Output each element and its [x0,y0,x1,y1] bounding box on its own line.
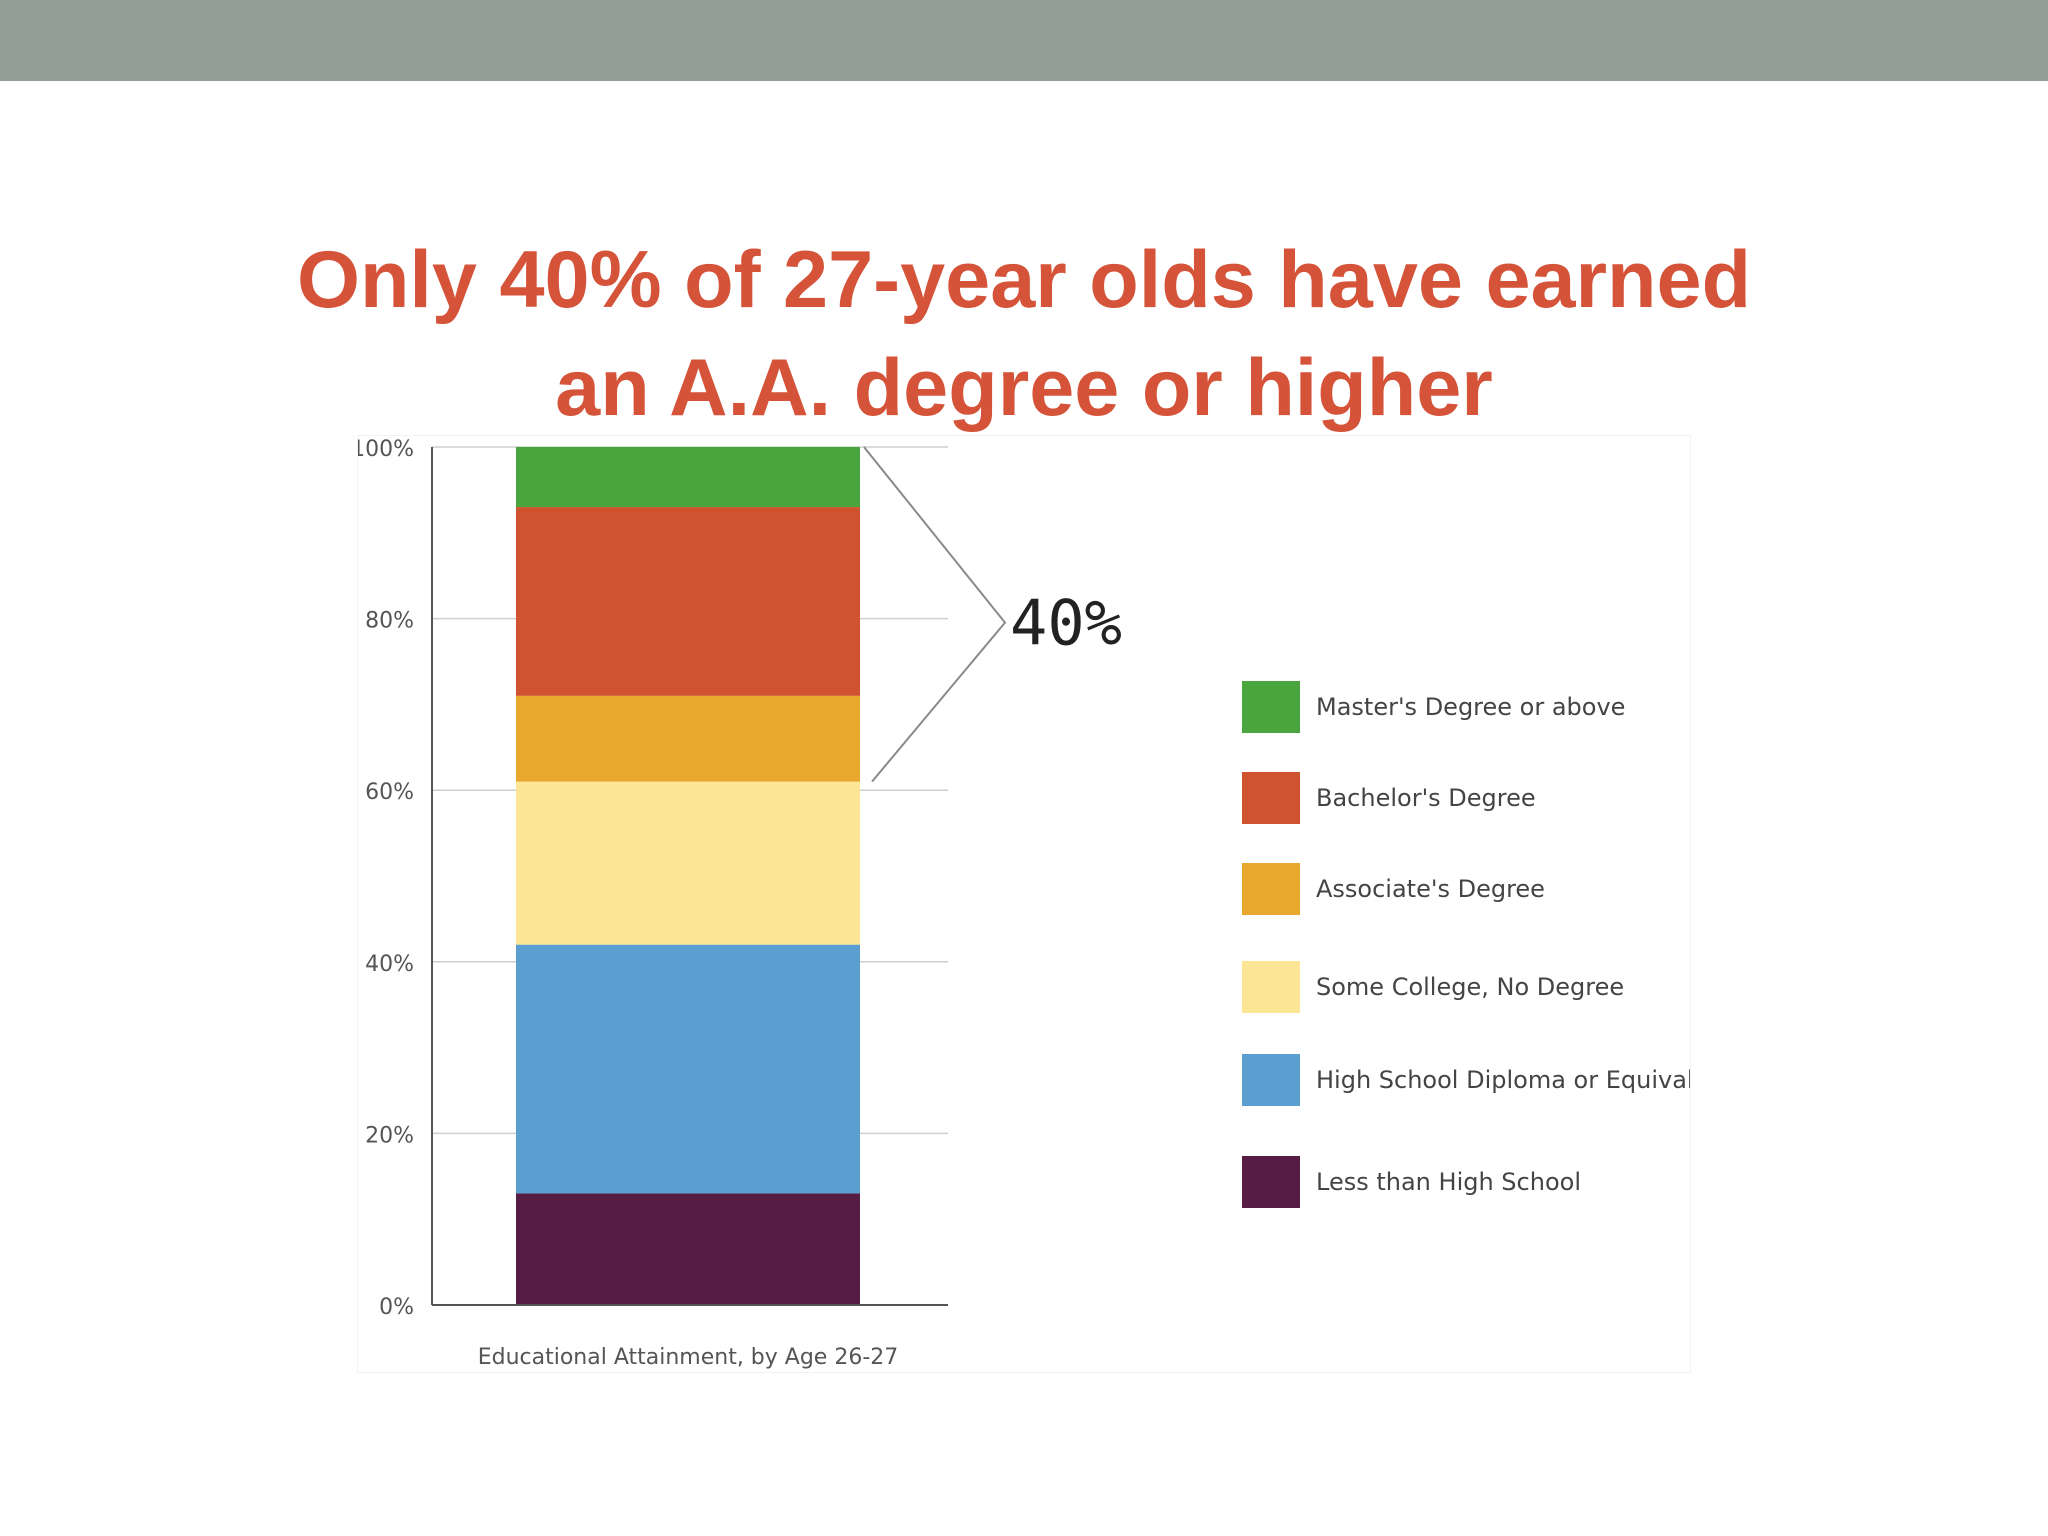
bar-segment-bachelor-s-degree [516,507,860,696]
legend: Master's Degree or above Bachelor's Degre… [1242,681,1690,1208]
legend-label-some-college-no-degree: Some College, No Degree [1316,973,1624,1001]
y-tick-label: 0% [379,1295,414,1320]
legend-label-associate-s-degree: Associate's Degree [1316,875,1545,903]
stacked-bar-chart: 0% 20% 40% 60% 80% 100% Educational Attainment… [358,437,1690,1370]
legend-label-master-s-degree-or-above: Master's Degree or above [1316,693,1625,721]
legend-swatch-less-than-high-school [1242,1156,1300,1208]
annotation-label: 40% [1010,587,1122,660]
bar-segment-some-college-no-degree [516,781,860,945]
legend-swatch-master-s-degree-or-above [1242,681,1300,733]
legend-swatch-some-college-no-degree [1242,961,1300,1013]
slide-title-line-1: Only 40% of 27-year olds have earned [296,235,1752,325]
legend-swatch-high-school-diploma-or-equivalent [1242,1054,1300,1106]
slide-title: Only 40% of 27-year olds have earned an … [0,226,2048,442]
y-tick-label: 40% [365,952,414,977]
chart-panel: 0% 20% 40% 60% 80% 100% Educational Attainment… [358,436,1690,1372]
stacked-bar [516,447,860,1305]
bar-segment-master-s-degree-or-above [516,447,860,508]
annotation: 40% [863,446,1122,783]
bar-segment-less-than-high-school [516,1193,860,1305]
legend-swatch-bachelor-s-degree [1242,772,1300,824]
y-tick-label: 20% [365,1123,414,1148]
annotation-bracket [863,446,1007,783]
x-axis-label: Educational Attainment, by Age 26-27 [478,1345,899,1370]
axes: 0% 20% 40% 60% 80% 100% Educational Attainment… [358,437,948,1370]
y-tick-label: 80% [365,609,414,634]
legend-label-less-than-high-school: Less than High School [1316,1168,1581,1196]
bar-segment-high-school-diploma-or-equivalent [516,944,860,1194]
legend-label-high-school-diploma-or-equivalent: High School Diploma or Equivalent [1316,1066,1690,1094]
bar-segment-associate-s-degree [516,695,860,782]
y-tick-label: 60% [365,780,414,805]
top-band [0,0,2048,81]
legend-swatch-associate-s-degree [1242,863,1300,915]
y-tick-label: 100% [358,437,414,462]
slide-title-line-2: an A.A. degree or higher [555,343,1493,433]
legend-label-bachelor-s-degree: Bachelor's Degree [1316,784,1536,812]
